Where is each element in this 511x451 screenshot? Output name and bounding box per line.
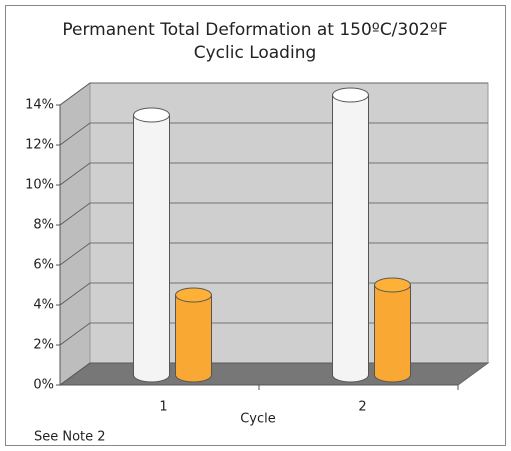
y-tick-label: 12% (25, 138, 54, 153)
y-tick-label: 14% (25, 98, 54, 113)
bar (133, 114, 170, 383)
y-tick-label: 10% (25, 178, 54, 193)
x-tick-label: 2 (358, 400, 366, 415)
x-axis-label: Cycle (240, 412, 276, 427)
annotation: See Note 2 (34, 430, 106, 445)
side-wall (59, 82, 91, 386)
bar (374, 284, 411, 383)
bar-top (374, 277, 411, 293)
chart-title: Cyclic Loading (194, 43, 317, 63)
bar-top (332, 87, 369, 103)
bar (332, 94, 369, 383)
y-tick-label: 4% (33, 298, 54, 313)
bar-top (175, 287, 212, 303)
floor (58, 362, 490, 386)
bar (175, 294, 212, 383)
y-tick-label: 8% (33, 218, 54, 233)
y-tick-label: 6% (33, 258, 54, 273)
y-tick-label: 2% (33, 338, 54, 353)
chart-title: Permanent Total Deformation at 150ºC/302… (62, 20, 447, 40)
x-tick-label: 1 (159, 400, 167, 415)
y-tick-label: 0% (33, 378, 54, 393)
bar-top (133, 107, 170, 123)
grid-line (59, 82, 488, 106)
